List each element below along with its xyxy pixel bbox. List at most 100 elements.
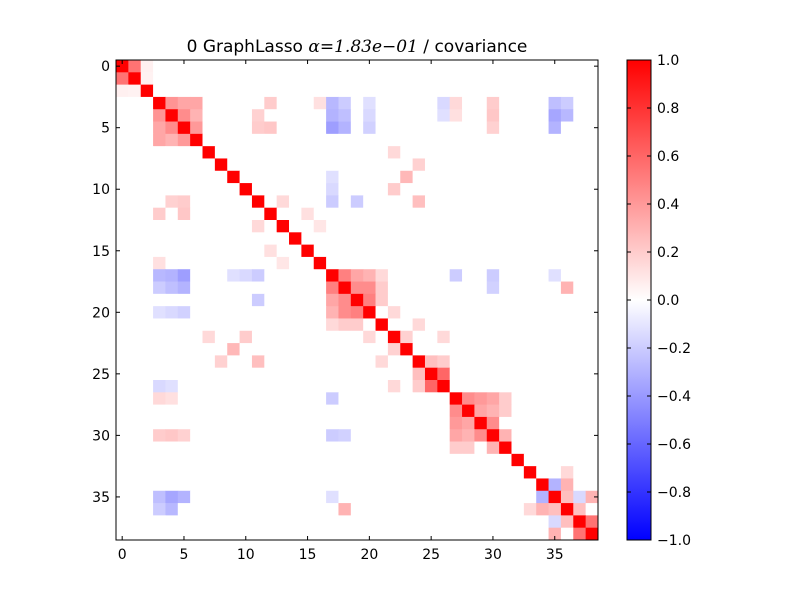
heatmap-cell [264, 367, 278, 381]
heatmap-cell [227, 96, 240, 110]
heatmap-cell [239, 478, 253, 492]
heatmap-cell [326, 306, 339, 319]
heatmap-cell [363, 355, 376, 369]
heatmap-cell [239, 380, 253, 393]
heatmap-cell [165, 416, 179, 430]
heatmap-cell [202, 355, 216, 369]
heatmap-cell [536, 392, 549, 406]
heatmap-cell [585, 330, 599, 344]
heatmap-cell [573, 146, 587, 159]
heatmap-cell [474, 72, 488, 86]
heatmap-cell [326, 392, 339, 406]
heatmap-cell [412, 392, 426, 406]
heatmap-cell [289, 232, 302, 246]
heatmap-cell [387, 515, 401, 529]
heatmap-cell [523, 380, 537, 393]
heatmap-cell [177, 256, 191, 270]
heatmap-cell [511, 133, 525, 147]
heatmap-cell [227, 503, 240, 516]
heatmap-cell [202, 281, 216, 295]
heatmap-cell [474, 318, 488, 332]
heatmap-cell [486, 466, 500, 479]
heatmap-cell [116, 392, 129, 406]
heatmap-cell [165, 96, 179, 110]
heatmap-cell [424, 416, 438, 430]
heatmap-cell [449, 404, 463, 418]
heatmap-cell [313, 355, 327, 369]
heatmap-cell [350, 269, 364, 282]
heatmap-cell [177, 441, 191, 455]
heatmap-cell [449, 355, 463, 369]
heatmap-cell [190, 232, 203, 246]
heatmap-cell [326, 367, 339, 381]
heatmap-cell [165, 392, 179, 406]
heatmap-cell [523, 515, 537, 529]
heatmap-cell [523, 207, 537, 221]
heatmap-cell [313, 281, 327, 295]
heatmap-cell [239, 392, 253, 406]
heatmap-cell [190, 429, 203, 442]
heatmap-cell [486, 490, 500, 504]
heatmap-cell [140, 515, 154, 529]
heatmap-cell [338, 380, 352, 393]
heatmap-cell [474, 392, 488, 406]
heatmap-cell [251, 503, 265, 516]
heatmap-cell [548, 293, 562, 307]
heatmap-cell [177, 84, 191, 98]
heatmap-cell [190, 343, 203, 356]
heatmap-cell [276, 503, 290, 516]
heatmap-cell [474, 527, 488, 541]
heatmap-cell [474, 109, 488, 122]
heatmap-cell [387, 429, 401, 442]
heatmap-cell [301, 404, 315, 418]
heatmap-cell [289, 84, 302, 98]
heatmap-cell [313, 109, 327, 122]
heatmap-cell [227, 133, 240, 147]
heatmap-cell [165, 343, 179, 356]
heatmap-cell [499, 133, 512, 147]
heatmap-cell [239, 466, 253, 479]
heatmap-cell [214, 281, 228, 295]
heatmap-cell [264, 453, 278, 467]
heatmap-cell [239, 195, 253, 209]
heatmap-cell [375, 453, 389, 467]
heatmap-cell [251, 429, 265, 442]
heatmap-cell [326, 515, 339, 529]
heatmap-cell [276, 256, 290, 270]
heatmap-cell [128, 72, 142, 86]
heatmap-cell [313, 380, 327, 393]
heatmap-cell [177, 170, 191, 184]
heatmap-cell [264, 207, 278, 221]
heatmap-cell [560, 478, 574, 492]
heatmap-cell [276, 453, 290, 467]
heatmap-cell [214, 416, 228, 430]
heatmap-cell [264, 269, 278, 282]
colorbar-tick-label: 1.0 [657, 53, 679, 69]
heatmap-cell [363, 195, 376, 209]
heatmap-cell [573, 207, 587, 221]
heatmap-cell [573, 355, 587, 369]
heatmap-cell [326, 84, 339, 98]
heatmap-cell [128, 133, 142, 147]
heatmap-cell [214, 466, 228, 479]
heatmap-cell [412, 269, 426, 282]
heatmap-cell [585, 429, 599, 442]
heatmap-cell [153, 318, 166, 332]
heatmap-cell [326, 121, 339, 135]
heatmap-cell [338, 96, 352, 110]
heatmap-cell [363, 404, 376, 418]
heatmap-cell [437, 158, 451, 172]
heatmap-cell [165, 256, 179, 270]
heatmap-cell [264, 404, 278, 418]
heatmap-cell [128, 281, 142, 295]
x-tick-label: 15 [299, 547, 317, 563]
heatmap-cell [400, 133, 414, 147]
heatmap-cell [424, 355, 438, 369]
heatmap-cell [202, 380, 216, 393]
heatmap-cell [350, 478, 364, 492]
heatmap-cell [202, 392, 216, 406]
heatmap-cell [536, 232, 549, 246]
heatmap-cell [116, 146, 129, 159]
heatmap-cell [449, 60, 463, 73]
heatmap-cell [350, 503, 364, 516]
